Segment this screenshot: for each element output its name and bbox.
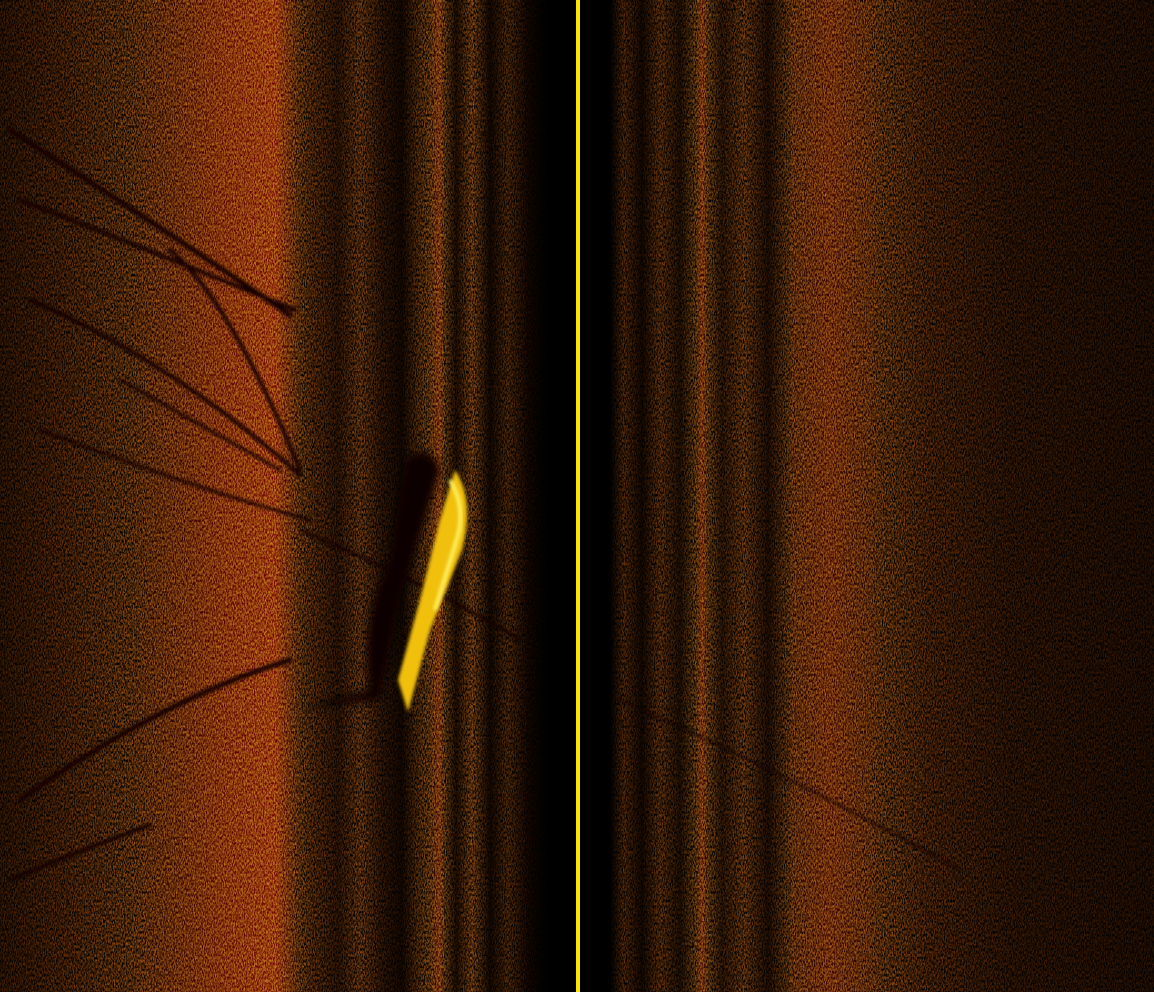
wreck-hull xyxy=(398,470,468,712)
drag-mark xyxy=(168,248,302,472)
wreck-shadow xyxy=(300,452,440,708)
wreck-highlight xyxy=(433,478,463,611)
wreck xyxy=(300,452,468,712)
drag-mark xyxy=(38,428,312,522)
drag-mark xyxy=(17,657,293,803)
drag-mark xyxy=(298,528,522,642)
drag-mark xyxy=(18,198,297,312)
drag-mark xyxy=(28,298,302,477)
drag-marks xyxy=(7,127,961,882)
drag-mark xyxy=(118,378,282,472)
drag-mark xyxy=(8,823,152,882)
drag-mark xyxy=(7,127,293,318)
drag-mark xyxy=(619,699,961,871)
nadir-line xyxy=(576,0,580,992)
